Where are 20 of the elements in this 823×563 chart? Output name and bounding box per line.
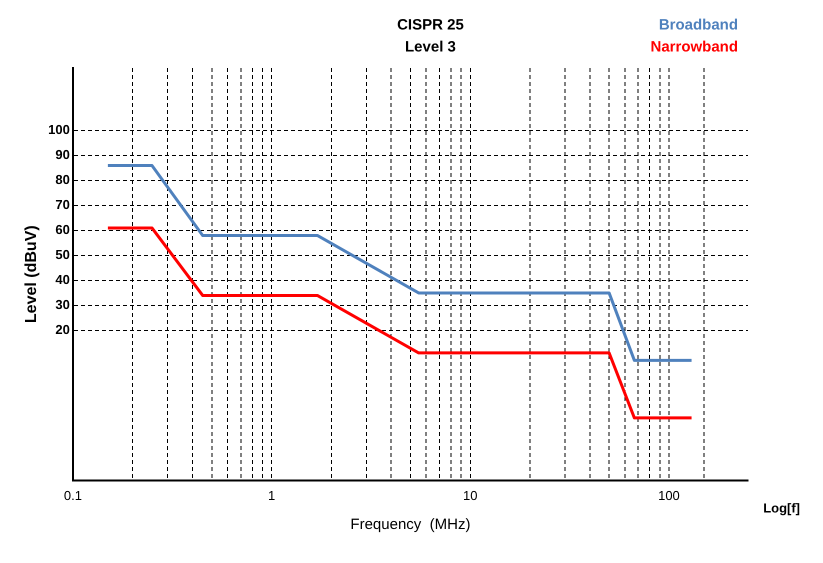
chart-subtitle: Level 3 [405,38,456,56]
x-tick-label: 0.1 [64,488,82,503]
x-axis-title: Frequency (MHz) [350,516,470,534]
chart-title: CISPR 25 [397,16,464,34]
y-tick-label: 60 [55,222,70,238]
y-tick-label: 80 [55,172,70,188]
text: Narrowband [650,38,738,56]
y-tick-label: 30 [55,297,70,312]
x-tick-label: 1 [268,488,276,503]
y-tick-label: 100 [48,122,70,138]
x-tick-label: 100 [658,488,680,503]
y-axis-title: Level (dBuV) [23,225,40,324]
y-tick-label: 40 [55,272,70,288]
text: Broadband [658,16,738,34]
y-tick-label: 20 [55,322,70,338]
y-tick-label: 50 [55,247,70,262]
text: Log[f] [763,500,800,516]
x-tick-label: 10 [463,488,478,503]
y-tick-label: 70 [55,197,70,212]
y-tick-label: 90 [55,147,70,162]
